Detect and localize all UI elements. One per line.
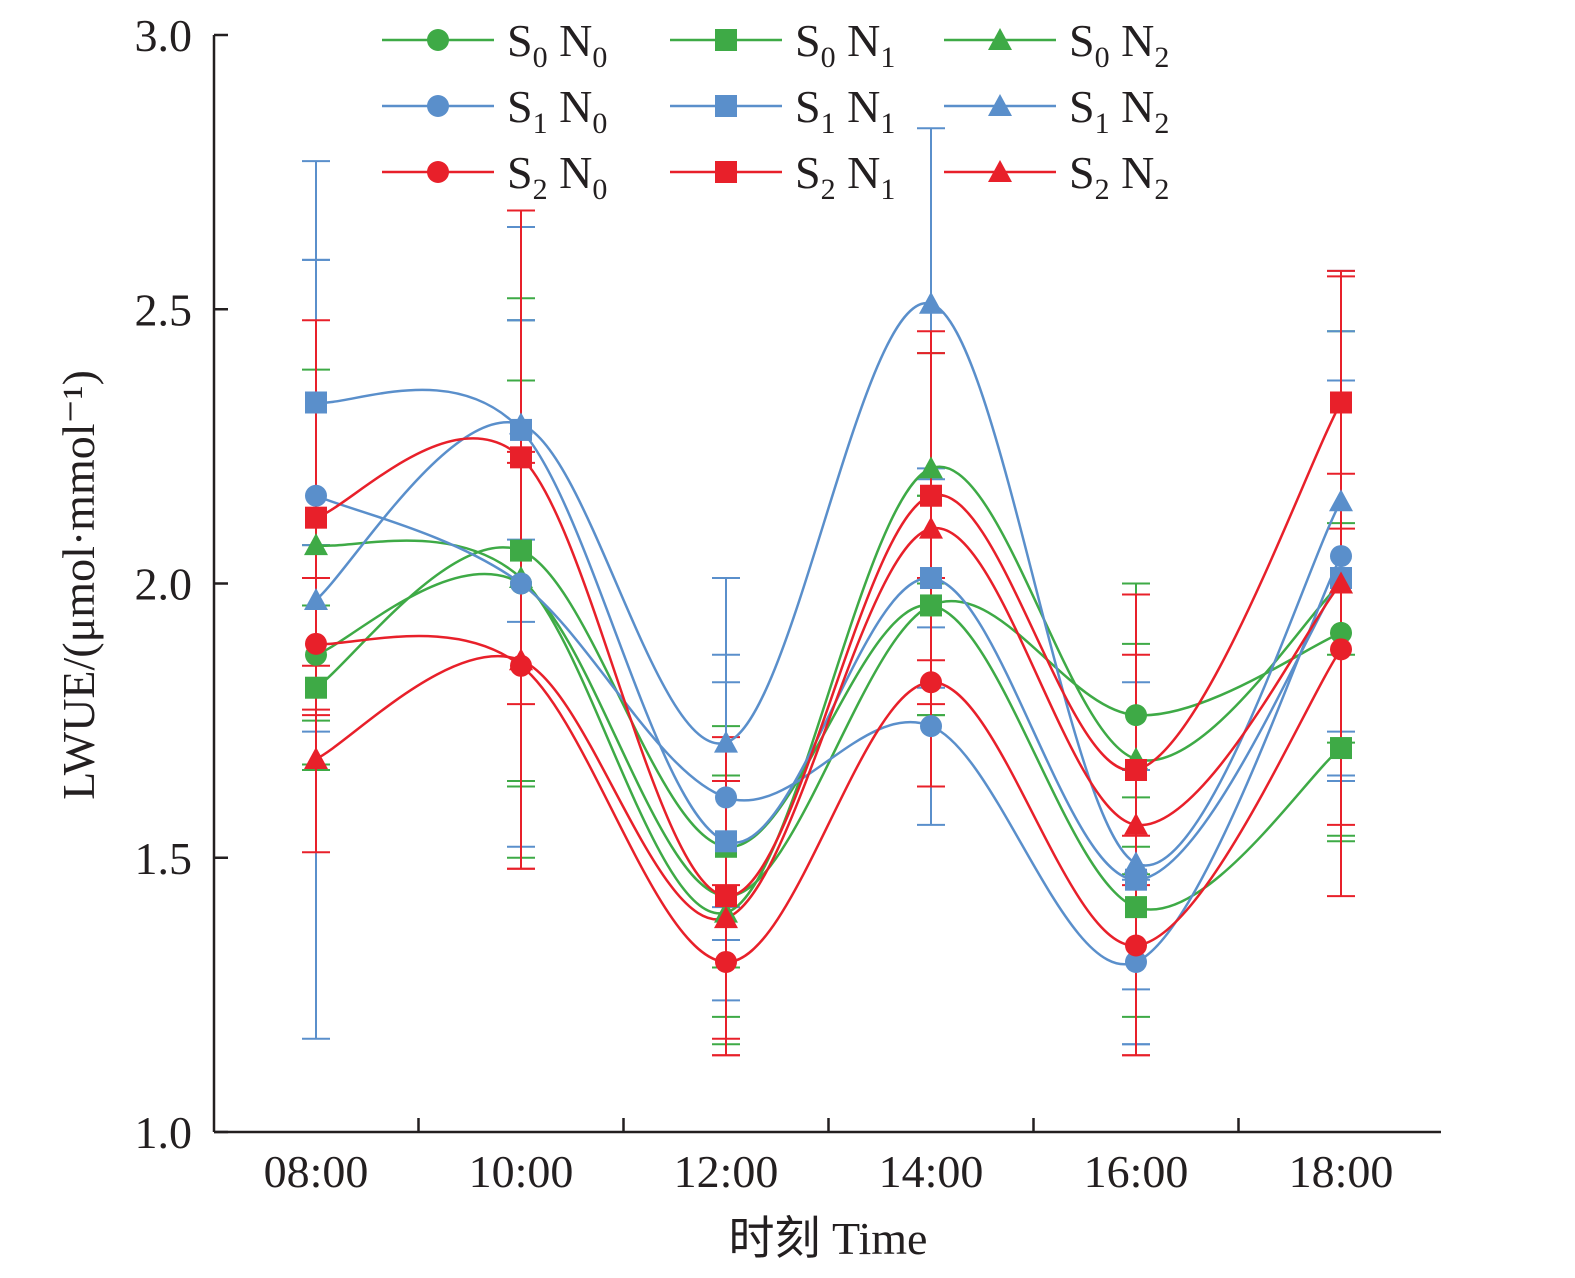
data-point-S1N2-4 bbox=[1124, 851, 1148, 874]
legend-item-S1N0: S1 N0 bbox=[382, 81, 607, 140]
x-tick-label: 16:00 bbox=[1084, 1146, 1189, 1197]
y-tick-label: 2.0 bbox=[135, 559, 193, 610]
data-point-S2N2-5 bbox=[1329, 571, 1353, 594]
axes: 1.0 1.5 2.0 2.5 3.0 08:00 10:00 12:00 14:00 16:00… bbox=[135, 10, 1441, 1197]
legend-swatch-marker bbox=[427, 29, 449, 51]
data-point-S0N0-4 bbox=[1125, 704, 1147, 727]
y-tick-label: 3.0 bbox=[135, 10, 193, 61]
legend: S0 N0 S0 N1 S0 N2 S1 N0 S1 N1 S1 N2 S2 N0 S2 N1… bbox=[382, 15, 1169, 206]
legend-swatch-marker bbox=[715, 161, 737, 183]
x-tick-label: 12:00 bbox=[674, 1146, 779, 1197]
legend-item-S1N2: S1 N2 bbox=[944, 81, 1169, 140]
data-point-S0N1-5 bbox=[1330, 737, 1352, 760]
data-point-S1N0-4 bbox=[1125, 950, 1147, 973]
data-point-S1N1-2 bbox=[715, 830, 737, 853]
data-point-S2N0-4 bbox=[1125, 934, 1147, 957]
series-line-S0N0 bbox=[315, 572, 1342, 898]
data-point-S0N1-4 bbox=[1125, 896, 1147, 919]
legend-label: S2 N2 bbox=[1069, 147, 1169, 206]
series-line-S1N1 bbox=[315, 388, 1343, 881]
legend-item-S2N0: S2 N0 bbox=[382, 147, 607, 206]
data-point-S2N2-0 bbox=[304, 747, 328, 770]
x-axis-title: 时刻 Time bbox=[729, 1213, 928, 1264]
data-point-S2N1-5 bbox=[1330, 391, 1352, 414]
legend-swatch-marker bbox=[427, 95, 449, 117]
x-tick-label: 08:00 bbox=[264, 1146, 369, 1197]
data-point-S2N2-3 bbox=[919, 516, 943, 539]
x-tick-label: 14:00 bbox=[879, 1146, 984, 1197]
y-axis-title: LWUE/(μmol·mmol⁻¹) bbox=[53, 370, 104, 800]
data-point-S0N0-5 bbox=[1330, 621, 1352, 644]
data-point-S1N2-1 bbox=[509, 412, 533, 435]
legend-label: S2 N0 bbox=[507, 147, 607, 206]
y-tick-label: 2.5 bbox=[135, 284, 193, 335]
data-point-S1N0-0 bbox=[305, 484, 327, 507]
data-point-S0N1-1 bbox=[510, 539, 532, 562]
data-point-S1N2-2 bbox=[714, 730, 738, 753]
data-point-S2N1-1 bbox=[510, 446, 532, 469]
data-point-S2N2-1 bbox=[509, 648, 533, 671]
series-line-S1N2 bbox=[315, 302, 1343, 867]
legend-label: S1 N1 bbox=[795, 81, 895, 140]
data-point-S0N2-3 bbox=[919, 456, 943, 479]
legend-item-S0N2: S0 N2 bbox=[944, 15, 1169, 74]
legend-label: S0 N2 bbox=[1069, 15, 1169, 74]
legend-swatch-marker bbox=[715, 29, 737, 51]
x-tick-label: 10:00 bbox=[469, 1146, 574, 1197]
data-point-S2N0-2 bbox=[715, 950, 737, 973]
legend-item-S1N1: S1 N1 bbox=[670, 81, 895, 140]
error-bars bbox=[302, 127, 1355, 1057]
series-lines bbox=[315, 302, 1343, 966]
data-point-S2N1-4 bbox=[1125, 758, 1147, 781]
legend-label: S0 N0 bbox=[507, 15, 607, 74]
data-point-S2N1-2 bbox=[715, 885, 737, 908]
data-point-S2N2-2 bbox=[714, 906, 738, 929]
y-tick-label: 1.5 bbox=[135, 833, 193, 884]
legend-swatch-marker bbox=[988, 94, 1012, 116]
legend-swatch-marker bbox=[988, 160, 1012, 182]
data-point-S1N1-3 bbox=[920, 567, 942, 590]
legend-swatch-marker bbox=[715, 95, 737, 117]
legend-item-S2N2: S2 N2 bbox=[944, 147, 1169, 206]
data-point-S1N1-4 bbox=[1125, 868, 1147, 891]
data-point-S2N0-3 bbox=[920, 671, 942, 694]
legend-swatch-marker bbox=[427, 161, 449, 183]
data-point-S0N1-0 bbox=[305, 676, 327, 699]
data-point-S1N0-3 bbox=[920, 715, 942, 738]
x-tick-label: 18:00 bbox=[1289, 1146, 1394, 1197]
legend-label: S2 N1 bbox=[795, 147, 895, 206]
data-point-S2N1-3 bbox=[920, 484, 942, 507]
data-point-S0N1-3 bbox=[920, 594, 942, 617]
y-tick-label: 1.0 bbox=[135, 1107, 193, 1158]
series-line-S0N1 bbox=[315, 546, 1342, 911]
series-line-S2N0 bbox=[315, 634, 1343, 964]
series-markers bbox=[304, 291, 1353, 973]
data-point-S0N2-0 bbox=[304, 533, 328, 556]
data-point-S1N2-5 bbox=[1329, 489, 1353, 512]
data-point-S2N0-5 bbox=[1330, 638, 1352, 661]
data-point-S1N0-1 bbox=[510, 572, 532, 595]
data-point-S2N2-4 bbox=[1124, 812, 1148, 835]
legend-swatch-marker bbox=[988, 28, 1012, 50]
legend-label: S1 N2 bbox=[1069, 81, 1169, 140]
legend-label: S0 N1 bbox=[795, 15, 895, 74]
series-line-S1N0 bbox=[315, 494, 1343, 966]
legend-item-S2N1: S2 N1 bbox=[670, 147, 895, 206]
legend-label: S1 N0 bbox=[507, 81, 607, 140]
data-point-S2N1-0 bbox=[305, 506, 327, 529]
data-point-S1N2-3 bbox=[919, 291, 943, 314]
legend-item-S0N1: S0 N1 bbox=[670, 15, 895, 74]
data-point-S1N2-0 bbox=[304, 587, 328, 610]
data-point-S1N0-5 bbox=[1330, 545, 1352, 568]
data-point-S2N0-0 bbox=[305, 632, 327, 655]
data-point-S1N1-0 bbox=[305, 391, 327, 414]
data-point-S1N0-2 bbox=[715, 786, 737, 809]
legend-item-S0N0: S0 N0 bbox=[382, 15, 607, 74]
